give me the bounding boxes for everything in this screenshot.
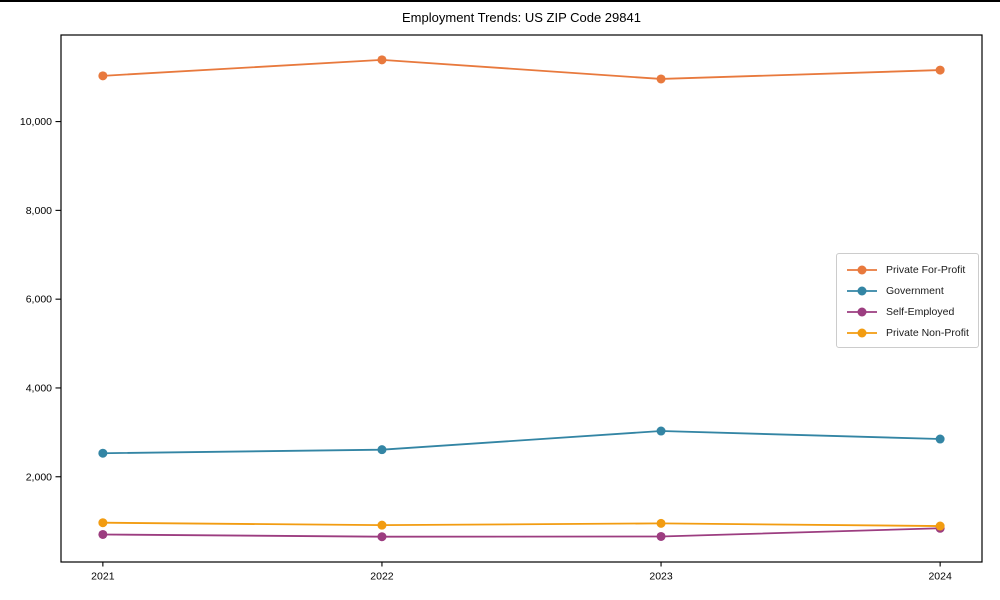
series-line-self-employed — [102, 527, 941, 538]
legend-marker-line-dot-icon — [847, 307, 877, 316]
data-point-private-for-profit-2023 — [656, 74, 666, 84]
data-point-self-employed-2021 — [98, 529, 108, 539]
data-point-self-employed-2022 — [377, 532, 387, 542]
y-tick-label: 10,000 — [20, 116, 52, 128]
data-point-private-non-profit-2021 — [98, 518, 108, 528]
data-point-government-2024 — [935, 434, 945, 444]
window-top-border — [0, 0, 1000, 2]
x-tick-label: 2023 — [649, 571, 673, 583]
y-tick-label: 4,000 — [26, 382, 52, 394]
data-point-private-for-profit-2022 — [377, 55, 387, 65]
data-point-private-non-profit-2023 — [656, 518, 666, 528]
legend-label: Private Non-Profit — [886, 326, 969, 339]
series-line-private-for-profit — [102, 58, 941, 80]
plot-frame — [60, 34, 983, 563]
y-tick-label: 8,000 — [26, 205, 52, 217]
legend-item-private-non-profit: Private Non-Profit — [837, 322, 978, 343]
legend-item-government: Government — [837, 280, 978, 301]
legend-marker-line-dot-icon — [847, 286, 877, 295]
y-tick-label: 6,000 — [26, 294, 52, 306]
legend-marker-line-dot-icon — [847, 328, 877, 337]
data-point-self-employed-2023 — [656, 531, 666, 541]
legend-marker-line-dot-icon — [847, 265, 877, 274]
data-point-government-2023 — [656, 426, 666, 436]
legend-label: Private For-Profit — [886, 263, 966, 276]
legend: Private For-Profit Government Self-Emplo… — [836, 253, 979, 348]
x-tick-label: 2022 — [370, 571, 394, 583]
data-point-private-for-profit-2024 — [935, 65, 945, 75]
y-tick-label: 2,000 — [26, 471, 52, 483]
data-point-government-2021 — [98, 448, 108, 458]
legend-item-self-employed: Self-Employed — [837, 301, 978, 322]
series-line-private-non-profit — [102, 521, 941, 527]
legend-label: Self-Employed — [886, 305, 955, 318]
series-line-government — [102, 430, 941, 455]
data-point-private-non-profit-2024 — [935, 521, 945, 531]
chart-title: Employment Trends: US ZIP Code 29841 — [402, 10, 641, 25]
x-tick-label: 2021 — [91, 571, 115, 583]
legend-item-private-for-profit: Private For-Profit — [837, 259, 978, 280]
x-tick-label: 2024 — [928, 571, 952, 583]
data-point-private-non-profit-2022 — [377, 520, 387, 530]
data-point-government-2022 — [377, 445, 387, 455]
legend-label: Government — [886, 284, 944, 297]
data-point-private-for-profit-2021 — [98, 71, 108, 81]
